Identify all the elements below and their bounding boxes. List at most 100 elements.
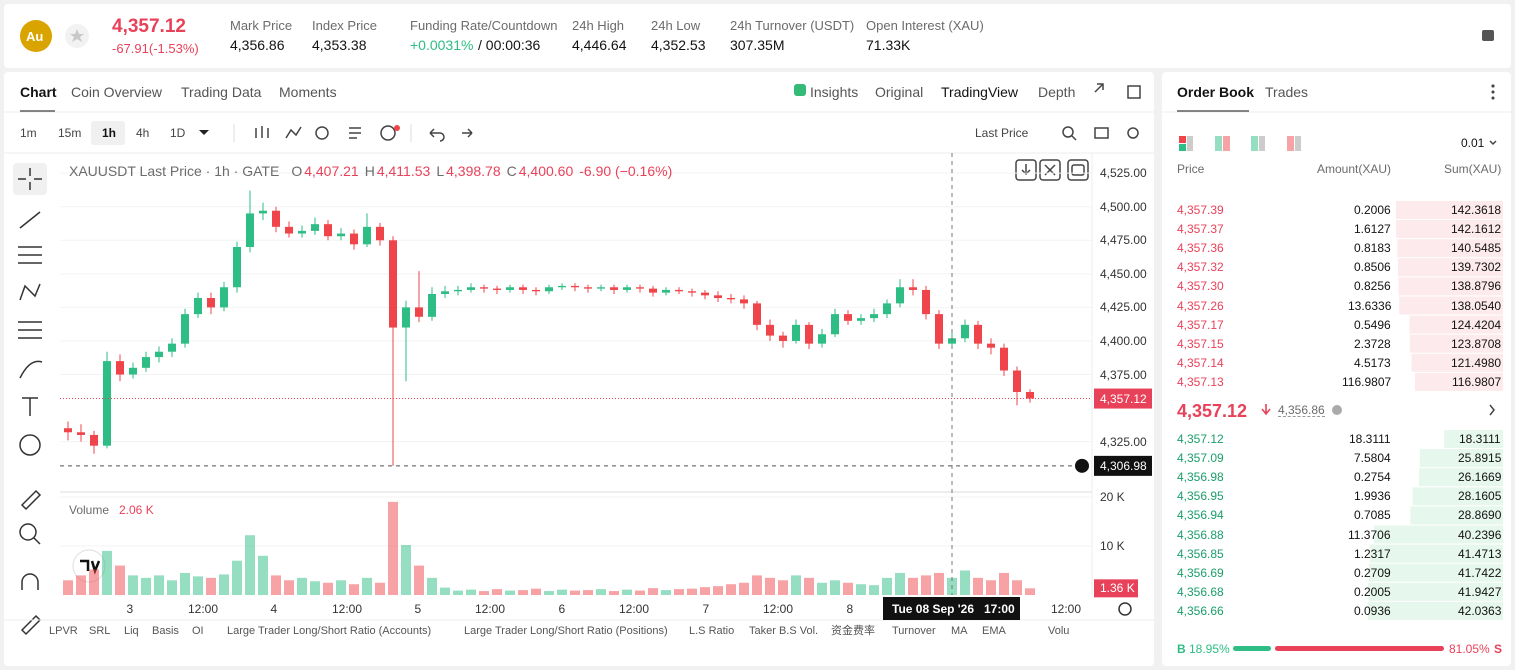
book-amount: 4.5173 xyxy=(1354,355,1391,370)
volume-bar xyxy=(505,590,515,595)
interval[interactable]: 1m xyxy=(20,126,37,140)
book-price: 4,356.94 xyxy=(1177,508,1224,523)
indicator[interactable]: EMA xyxy=(982,625,1006,637)
stat-value: +0.0031% xyxy=(410,37,474,53)
indicator[interactable]: Volu xyxy=(1048,625,1070,637)
star xyxy=(70,29,84,42)
volume-bar xyxy=(427,577,437,595)
candle-body xyxy=(168,343,176,352)
interval[interactable]: 1D xyxy=(170,126,186,140)
book-sum: 41.4713 xyxy=(1458,546,1502,561)
volume-bar xyxy=(336,580,346,595)
volume-bar xyxy=(674,589,684,595)
volume-title: Volume xyxy=(69,503,110,517)
legend-l-label: L xyxy=(436,163,445,179)
indicator[interactable]: MA xyxy=(951,625,968,637)
interval[interactable]: 4h xyxy=(136,126,150,140)
view-tab[interactable]: TradingView xyxy=(941,84,1019,100)
book-sum: 140.5485 xyxy=(1451,241,1502,256)
legend-o-label: O xyxy=(291,163,303,179)
candle-body xyxy=(883,303,891,315)
column-header: Sum(XAU) xyxy=(1444,162,1502,176)
settings-icon[interactable] xyxy=(1118,602,1132,616)
indicator[interactable]: Turnover xyxy=(892,625,936,637)
tab[interactable]: Coin Overview xyxy=(71,84,163,100)
candle-body xyxy=(311,224,319,231)
indicator[interactable]: Large Trader Long/Short Ratio (Accounts) xyxy=(227,625,432,637)
depth-bar xyxy=(1419,468,1503,487)
depth-bar xyxy=(1399,296,1503,315)
depth-bar xyxy=(1396,220,1503,239)
book-tab[interactable]: Trades xyxy=(1265,84,1309,100)
indicator[interactable]: OI xyxy=(192,625,204,637)
volume-bar xyxy=(778,580,788,595)
candle-body xyxy=(779,335,787,341)
volume-bar xyxy=(362,577,372,595)
depth-bar xyxy=(1369,563,1503,582)
precision[interactable]: 0.01 xyxy=(1461,136,1485,150)
book-tab[interactable]: Order Book xyxy=(1177,84,1255,100)
candle-body xyxy=(428,293,436,317)
volume-bar xyxy=(544,591,554,595)
candle-body xyxy=(571,285,579,288)
mid-price: 4,357.12 xyxy=(1177,401,1248,421)
volume-bar xyxy=(375,582,385,595)
volume-bar xyxy=(115,565,125,595)
book-sum: 124.4204 xyxy=(1451,317,1502,332)
depth-bar xyxy=(1398,277,1503,296)
stat-label: Mark Price xyxy=(230,18,293,33)
last-volume-label: 1.36 K xyxy=(1100,581,1135,596)
volume-bar xyxy=(1025,588,1035,595)
indicator[interactable]: L.S Ratio xyxy=(689,625,735,637)
indicator[interactable]: Taker B.S Vol. xyxy=(749,625,819,637)
view-tab[interactable]: Original xyxy=(875,84,924,100)
volume-bar xyxy=(726,584,736,595)
book-price: 4,356.95 xyxy=(1177,489,1224,504)
indicator[interactable]: Basis xyxy=(152,625,179,637)
indicator[interactable]: SRL xyxy=(89,625,111,637)
candle-body xyxy=(493,288,501,290)
price-type[interactable]: Last Price xyxy=(975,126,1029,140)
indicator[interactable]: LPVR xyxy=(49,625,78,637)
volume-bar xyxy=(700,587,710,595)
chart-panel xyxy=(4,72,1154,666)
book-price: 4,357.39 xyxy=(1177,203,1224,217)
volume-bar xyxy=(856,584,866,595)
view-tab[interactable]: Depth xyxy=(1038,84,1076,100)
candle-body xyxy=(740,299,748,304)
dropdown-caret[interactable] xyxy=(199,130,209,135)
candle-body xyxy=(415,307,423,317)
candle-body xyxy=(90,434,98,446)
buy-label: B xyxy=(1177,642,1186,656)
book-price: 4,356.68 xyxy=(1177,584,1224,599)
indicator[interactable]: Liq xyxy=(124,625,139,637)
view-tab[interactable]: Insights xyxy=(810,84,859,100)
interval[interactable]: 15m xyxy=(58,126,82,140)
depth-bar xyxy=(1415,372,1503,391)
book-price: 4,357.15 xyxy=(1177,336,1224,351)
volume-bar xyxy=(310,581,320,595)
indicator[interactable]: 资金费率 xyxy=(831,625,875,637)
indicator[interactable]: Large Trader Long/Short Ratio (Positions… xyxy=(464,625,668,637)
candle-body xyxy=(246,213,254,247)
volume-bar xyxy=(973,577,983,595)
buy-ratio-bar xyxy=(1233,646,1271,651)
volume-bar xyxy=(609,591,619,595)
volume-bar xyxy=(180,572,190,595)
candle-body xyxy=(116,361,124,375)
candle-body xyxy=(324,224,332,237)
tab[interactable]: Chart xyxy=(20,84,57,100)
volume-bar xyxy=(63,580,73,595)
book-sum: 123.8708 xyxy=(1451,336,1502,351)
menu-icon[interactable] xyxy=(1482,30,1494,41)
candle-body xyxy=(480,287,488,289)
interval[interactable]: 1h xyxy=(102,126,117,140)
tab[interactable]: Moments xyxy=(279,84,337,100)
volume-bar xyxy=(804,577,814,595)
book-sum: 42.0363 xyxy=(1458,603,1502,618)
tab[interactable]: Trading Data xyxy=(181,84,262,100)
volume-bar xyxy=(661,590,671,595)
volume-bar xyxy=(583,590,593,595)
candle-body xyxy=(1013,370,1021,392)
last-price: 4,357.12 xyxy=(112,16,186,37)
